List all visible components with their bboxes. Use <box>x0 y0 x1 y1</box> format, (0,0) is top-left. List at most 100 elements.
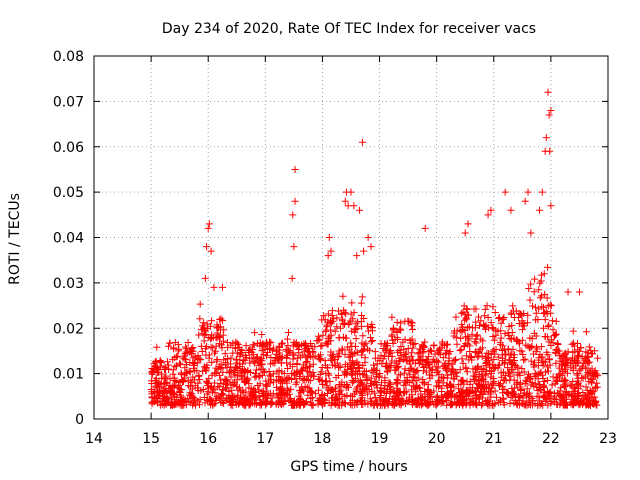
data-point <box>348 351 356 359</box>
data-point <box>394 377 402 385</box>
data-point <box>452 356 460 364</box>
data-point <box>538 371 546 379</box>
data-point <box>427 388 435 396</box>
data-point <box>481 312 489 320</box>
data-point <box>507 206 515 214</box>
data-point <box>229 398 237 405</box>
data-point <box>531 400 539 408</box>
data-point <box>380 352 388 360</box>
data-point <box>546 301 554 309</box>
data-point <box>581 392 589 400</box>
data-point <box>457 334 465 342</box>
data-point <box>459 400 467 408</box>
data-point <box>358 390 366 398</box>
data-point <box>334 307 342 315</box>
data-point <box>212 342 220 350</box>
data-point <box>197 326 205 334</box>
data-point <box>495 314 503 322</box>
data-point <box>520 356 528 364</box>
data-point <box>378 379 386 387</box>
data-point <box>350 325 358 333</box>
data-point <box>584 386 592 394</box>
data-point <box>291 197 299 205</box>
data-point <box>443 397 451 405</box>
y-tick-label: 0.02 <box>53 321 84 337</box>
data-point <box>354 363 362 371</box>
data-point <box>421 224 429 232</box>
data-point <box>531 303 539 311</box>
data-point <box>426 374 434 382</box>
data-point <box>396 357 404 365</box>
data-point <box>160 401 168 409</box>
data-point <box>256 401 264 409</box>
data-point <box>458 355 466 363</box>
data-point <box>501 330 509 338</box>
x-axis-label: GPS time / hours <box>290 459 407 475</box>
data-point <box>469 372 477 380</box>
data-point <box>435 358 443 366</box>
data-point <box>519 336 527 344</box>
data-point <box>361 397 369 405</box>
data-point <box>340 333 348 341</box>
data-point <box>512 307 520 315</box>
data-point <box>429 355 437 363</box>
data-point <box>154 391 162 399</box>
data-point <box>485 350 493 358</box>
data-point <box>587 346 595 354</box>
data-point <box>509 302 517 310</box>
data-point <box>582 364 590 372</box>
data-point <box>572 362 580 370</box>
data-point <box>297 353 305 361</box>
data-point <box>202 366 210 374</box>
data-point <box>211 389 219 397</box>
data-point <box>549 326 557 334</box>
data-point <box>207 383 215 391</box>
data-point <box>499 345 507 353</box>
x-tick-label: 18 <box>314 431 332 447</box>
data-point <box>418 393 426 401</box>
data-point <box>445 359 453 367</box>
data-point <box>388 352 396 360</box>
data-point <box>411 340 419 348</box>
data-point <box>568 398 576 406</box>
data-point <box>387 349 395 357</box>
data-point <box>337 324 345 332</box>
data-point <box>523 401 531 409</box>
data-point <box>189 373 197 381</box>
data-point <box>303 357 311 365</box>
data-point <box>383 368 391 376</box>
data-point <box>204 224 212 232</box>
data-point <box>186 348 194 356</box>
data-point <box>581 392 589 400</box>
data-point <box>496 398 504 406</box>
data-point <box>156 387 164 395</box>
data-point <box>358 347 366 355</box>
data-point <box>324 369 332 377</box>
data-point <box>275 367 283 375</box>
data-point <box>472 365 480 373</box>
data-point <box>490 336 498 344</box>
data-point <box>590 400 598 408</box>
data-point <box>557 384 565 392</box>
data-point <box>296 387 304 395</box>
data-point <box>196 396 204 404</box>
data-point <box>500 368 508 376</box>
data-point <box>548 317 556 325</box>
data-point <box>198 348 206 356</box>
data-point <box>395 371 403 379</box>
data-point <box>538 188 546 196</box>
data-point <box>352 335 360 343</box>
data-point <box>309 360 317 368</box>
data-point <box>353 348 361 356</box>
data-point <box>205 375 213 383</box>
data-point <box>491 387 499 395</box>
data-point <box>174 400 182 408</box>
data-point <box>479 400 487 408</box>
data-point <box>298 366 306 374</box>
data-point <box>208 317 216 325</box>
data-point <box>328 361 336 369</box>
data-point <box>233 359 241 367</box>
data-point <box>352 320 360 328</box>
data-point <box>170 344 178 352</box>
data-point <box>203 342 211 350</box>
